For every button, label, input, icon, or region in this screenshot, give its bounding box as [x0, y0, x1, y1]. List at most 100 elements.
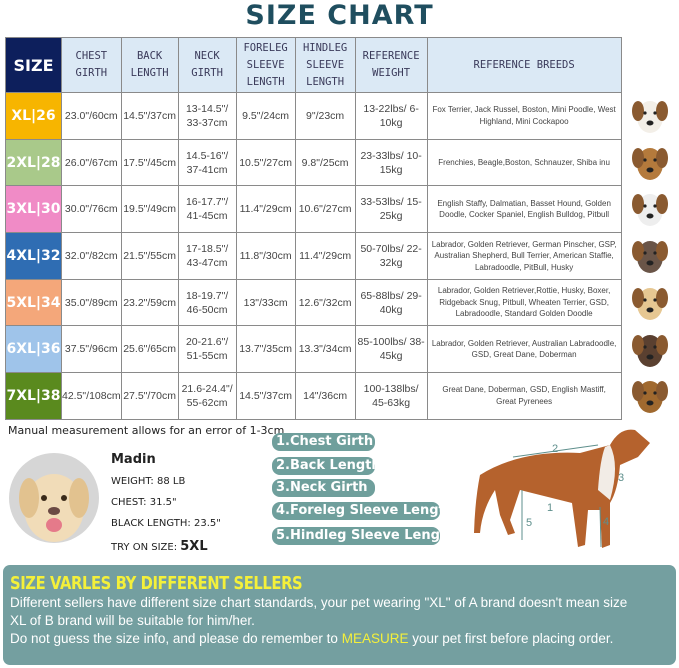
- column-header: BACK LENGTH: [120, 37, 179, 93]
- diagram-label-5: 5: [526, 517, 532, 529]
- hindleg-cell: 9.8"/25cm: [294, 138, 356, 187]
- neck-cell: 16-17.7"/ 41-45cm: [177, 185, 237, 234]
- breed-dog-photo: [628, 188, 672, 228]
- size-cell: 4XL|32: [5, 232, 62, 280]
- breeds-cell: English Staffy, Dalmatian, Basset Hound,…: [426, 185, 622, 234]
- breeds-cell: Labrador, Golden Retriever,Rottie, Husky…: [426, 278, 622, 327]
- column-header: REFERENCE WEIGHT: [354, 37, 428, 93]
- breed-dog-photo: [628, 235, 672, 275]
- measure-chest-girth: 1.Chest Girth: [272, 433, 375, 451]
- size-cell: 5XL|34: [5, 278, 62, 327]
- breed-dog-photo: [628, 375, 672, 415]
- weight-cell: 85-100lbs/ 38-45kg: [354, 325, 428, 374]
- breeds-cell: Fox Terrier, Jack Russel, Boston, Mini P…: [426, 92, 622, 140]
- chest-cell: 37.5"/96cm: [61, 325, 122, 374]
- notice-line-2: XL of B brand will be suitable for him/h…: [10, 613, 255, 628]
- weight-cell: 65-88lbs/ 29-40kg: [354, 278, 428, 327]
- size-cell: 3XL|30: [5, 185, 62, 234]
- neck-cell: 13-14.5"/ 33-37cm: [177, 92, 237, 140]
- diagram-label-1: 1: [547, 502, 553, 514]
- notice-heading: SIZE VARLES BY DIFFERENT SELLERS: [10, 573, 303, 594]
- back-cell: 25.6"/65cm: [120, 325, 179, 374]
- table-row: 3XL|30 30.0"/76cm 19.5"/49cm 16-17.7"/ 41-4…: [5, 185, 622, 234]
- model-try-on: TRY ON SIZE: 5XL: [111, 539, 208, 554]
- notice-line-1: Different sellers have different size ch…: [10, 595, 628, 610]
- table-row: 4XL|32 32.0"/82cm 21.5"/55cm 17-18.5"/ 43-4…: [5, 232, 622, 280]
- chest-cell: 23.0"/60cm: [61, 92, 122, 140]
- chest-cell: 32.0"/82cm: [61, 232, 122, 280]
- size-cell: 2XL|28: [5, 138, 62, 187]
- table-row: 7XL|38 42.5"/108cm 27.5"/70cm 21.6-24.4"/ 5…: [5, 372, 622, 420]
- hindleg-cell: 11.4"/29cm: [294, 232, 356, 280]
- seller-notice-box: SIZE VARLES BY DIFFERENT SELLERS Differe…: [3, 565, 676, 665]
- column-header: FORELEG SLEEVE LENGTH: [235, 37, 296, 93]
- neck-cell: 21.6-24.4"/ 55-62cm: [177, 372, 237, 420]
- neck-cell: 20-21.6"/ 51-55cm: [177, 325, 237, 374]
- weight-cell: 33-53lbs/ 15-25kg: [354, 185, 428, 234]
- hindleg-cell: 12.6"/32cm: [294, 278, 356, 327]
- foreleg-cell: 11.4"/29cm: [235, 185, 296, 234]
- measurement-note: Manual measurement allows for an error o…: [8, 424, 285, 437]
- breeds-cell: Labrador, Golden Retriever, German Pinsc…: [426, 232, 622, 280]
- neck-cell: 18-19.7"/ 46-50cm: [177, 278, 237, 327]
- measure-foreleg-sleeve: 4.Foreleg Sleeve Length: [272, 502, 454, 520]
- breeds-cell: Labrador, Golden Retriever, Australian L…: [426, 325, 622, 374]
- diagram-label-4: 4: [603, 516, 609, 528]
- hindleg-cell: 10.6"/27cm: [294, 185, 356, 234]
- foreleg-cell: 13.7"/35cm: [235, 325, 296, 374]
- chest-cell: 30.0"/76cm: [61, 185, 122, 234]
- size-chart-table: SIZE CHEST GIRTH BACK LENGTH NECK GIRTH FORE…: [5, 37, 622, 420]
- weight-cell: 50-70lbs/ 22-32kg: [354, 232, 428, 280]
- chest-cell: 26.0"/67cm: [61, 138, 122, 187]
- breed-dog-photo: [628, 329, 672, 369]
- chest-cell: 35.0"/89cm: [61, 278, 122, 327]
- foreleg-cell: 11.8"/30cm: [235, 232, 296, 280]
- weight-cell: 23-33lbs/ 10-15kg: [354, 138, 428, 187]
- back-cell: 21.5"/55cm: [120, 232, 179, 280]
- model-length: BLACK LENGTH: 23.5": [111, 518, 221, 529]
- foreleg-cell: 10.5"/27cm: [235, 138, 296, 187]
- measurement-diagram-dog: 2 1 3 4 5: [474, 429, 650, 548]
- column-header: HINDLEG SLEEVE LENGTH: [294, 37, 356, 93]
- size-cell: 6XL|36: [5, 325, 62, 374]
- back-cell: 14.5"/37cm: [120, 92, 179, 140]
- foreleg-cell: 13"/33cm: [235, 278, 296, 327]
- hindleg-cell: 9"/23cm: [294, 92, 356, 140]
- back-cell: 17.5"/45cm: [120, 138, 179, 187]
- breed-dog-photo: [628, 282, 672, 322]
- back-cell: 19.5"/49cm: [120, 185, 179, 234]
- size-cell: 7XL|38: [5, 372, 62, 420]
- breeds-cell: Frenchies, Beagle,Boston, Schnauzer, Shi…: [426, 138, 622, 187]
- neck-cell: 17-18.5"/ 43-47cm: [177, 232, 237, 280]
- notice-line-3: Do not guess the size info, and please d…: [10, 631, 614, 646]
- size-cell: XL|26: [5, 92, 62, 140]
- breed-dog-photo: [628, 142, 672, 182]
- breeds-cell: Great Dane, Doberman, GSD, English Masti…: [426, 372, 622, 420]
- measure-hindleg-sleeve: 5.Hindleg Sleeve Length: [272, 527, 455, 545]
- model-weight: WEIGHT: 88 LB: [111, 476, 186, 487]
- foreleg-cell: 14.5"/37cm: [235, 372, 296, 420]
- model-chest: CHEST: 31.5": [111, 497, 177, 508]
- table-row: 5XL|34 35.0"/89cm 23.2"/59cm 18-19.7"/ 46-5…: [5, 278, 622, 327]
- model-name: Madin: [111, 452, 156, 467]
- weight-cell: 13-22lbs/ 6-10kg: [354, 92, 428, 140]
- column-header: NECK GIRTH: [177, 37, 237, 93]
- try-on-size: 5XL: [180, 539, 208, 554]
- measure-back-length: 2.Back Length: [272, 457, 381, 475]
- breed-dog-photo: [628, 95, 672, 135]
- foreleg-cell: 9.5"/24cm: [235, 92, 296, 140]
- model-dog-photo: [9, 453, 99, 543]
- neck-cell: 14.5-16"/ 37-41cm: [177, 138, 237, 187]
- diagram-label-3: 3: [618, 472, 624, 484]
- try-on-label: TRY ON SIZE:: [111, 542, 178, 553]
- measure-neck-girth: 3.Neck Girth: [272, 479, 375, 497]
- column-header: CHEST GIRTH: [61, 37, 122, 93]
- page-title: SIZE CHART: [245, 0, 434, 31]
- back-cell: 23.2"/59cm: [120, 278, 179, 327]
- hindleg-cell: 13.3"/34cm: [294, 325, 356, 374]
- chest-cell: 42.5"/108cm: [61, 372, 122, 420]
- table-row: XL|26 23.0"/60cm 14.5"/37cm 13-14.5"/ 33-37…: [5, 92, 622, 140]
- weight-cell: 100-138lbs/ 45-63kg: [354, 372, 428, 420]
- table-row: 6XL|36 37.5"/96cm 25.6"/65cm 20-21.6"/ 51-5…: [5, 325, 622, 374]
- column-header: SIZE: [5, 37, 62, 93]
